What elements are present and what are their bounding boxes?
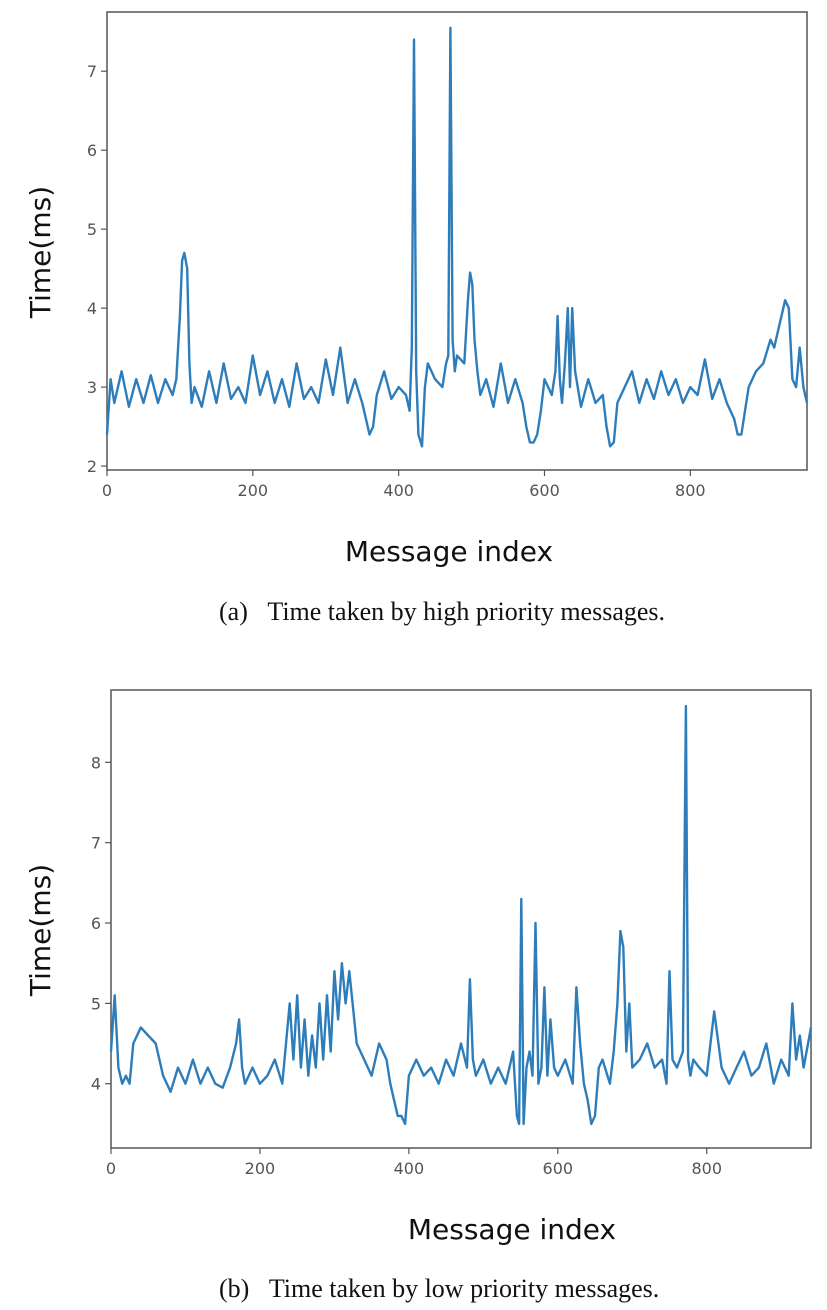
x-tick-label: 400 — [383, 481, 414, 500]
y-tick-label: 3 — [87, 378, 97, 397]
x-axis-ticks: 0 200 400 600 800 — [106, 1148, 722, 1178]
data-series-line — [105, 26, 809, 448]
y-tick-label: 8 — [91, 753, 101, 772]
y-axis-ticks: 4 5 6 7 8 — [91, 753, 111, 1094]
x-tick-label: 800 — [675, 481, 706, 500]
figure-caption-a: (a) Time taken by high priority messages… — [219, 597, 665, 626]
x-tick-label: 200 — [238, 481, 269, 500]
y-axis-label: Time(ms) — [24, 864, 57, 997]
y-tick-label: 2 — [87, 457, 97, 476]
y-tick-label: 7 — [87, 62, 97, 81]
x-axis-label: Message index — [408, 1213, 616, 1246]
data-series-line — [109, 704, 813, 1126]
y-tick-label: 4 — [91, 1075, 101, 1094]
figure-caption-b: (b) Time taken by low priority messages. — [219, 1274, 659, 1303]
y-axis-ticks: 2 3 4 5 6 7 — [87, 62, 107, 476]
x-tick-label: 800 — [691, 1159, 722, 1178]
x-axis-ticks: 0 200 400 600 800 — [102, 470, 706, 500]
y-tick-label: 7 — [91, 834, 101, 853]
y-axis-label: Time(ms) — [24, 186, 57, 319]
x-tick-label: 200 — [245, 1159, 276, 1178]
plot-area-frame — [110, 689, 812, 1149]
y-tick-label: 4 — [87, 299, 97, 318]
chart-panel-a: 0 200 400 600 800 2 3 4 5 6 7 Message index Time(… — [24, 11, 809, 626]
x-tick-label: 600 — [543, 1159, 574, 1178]
plot-area-frame — [106, 11, 808, 471]
x-tick-label: 400 — [394, 1159, 425, 1178]
y-tick-label: 6 — [87, 141, 97, 160]
x-tick-label: 0 — [106, 1159, 116, 1178]
y-tick-label: 6 — [91, 914, 101, 933]
x-tick-label: 0 — [102, 481, 112, 500]
chart-panel-b: 0 200 400 600 800 4 5 6 7 8 Message index Time(m… — [24, 689, 813, 1303]
x-axis-label: Message index — [345, 535, 553, 568]
y-tick-label: 5 — [91, 994, 101, 1013]
x-tick-label: 600 — [529, 481, 560, 500]
y-tick-label: 5 — [87, 220, 97, 239]
